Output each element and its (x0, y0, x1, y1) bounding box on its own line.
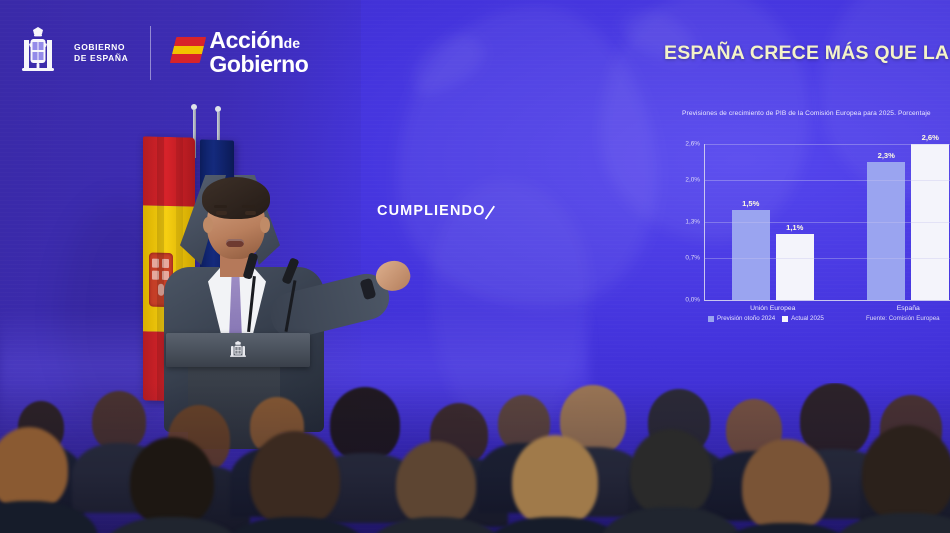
slide-headline: ESPAÑA CRECE MÁS QUE LA UE (664, 42, 950, 64)
campaign-line-1-small: de (283, 35, 301, 52)
chart-gridline (705, 144, 950, 145)
flagpole-finial-eu (215, 106, 221, 112)
chart-y-tick-label: 2,6% (685, 140, 700, 148)
audience-head (330, 387, 400, 461)
campaign-logo: Acciónde Gobierno (170, 27, 309, 77)
legend-swatch-actual-icon (782, 315, 789, 322)
chart-bar-group: 2,3% 2,6% España (841, 133, 950, 312)
audience-head (250, 431, 340, 527)
legend-item-1: Actual 2025 (782, 315, 824, 322)
legend-swatch-prevision-icon (708, 315, 714, 322)
flagpole-eu (217, 112, 220, 162)
chart-bar-value-label: 2,3% (877, 151, 895, 160)
chart-bar-group: 1,5% 1,1% Unión Europea (705, 144, 841, 312)
chart-bar-value-label: 1,1% (786, 223, 804, 232)
spain-flag-mark-icon (170, 37, 207, 63)
chart-bar (911, 144, 950, 300)
bull-silhouette-shape-secondary (600, 0, 810, 240)
government-line-2: DE ESPAÑA (74, 53, 129, 63)
audience (0, 383, 950, 533)
branding-bar: GOBIERNO DE ESPAÑA Acciónde Gobierno (18, 24, 309, 82)
campaign-slogan: CUMPLIENDO (377, 203, 488, 219)
check-icon (475, 205, 488, 218)
chart-y-tick-label: 0,7% (685, 254, 700, 262)
audience-head (92, 391, 146, 451)
audience-head (742, 439, 830, 533)
campaign-line-1: Acción (209, 27, 284, 54)
branding-divider (150, 26, 152, 80)
chart-bar (775, 234, 814, 300)
flagpole-finial-spain (191, 104, 197, 110)
gdp-growth-chart: Previsiones de crecimiento de PIB de la … (676, 110, 950, 335)
chart-y-tick-label: 0,0% (685, 296, 700, 304)
audience-head (862, 425, 950, 523)
audience-shoulders (482, 517, 628, 533)
audience-shoulders (100, 517, 244, 533)
legend-item-0: Previsión otoño 2024 (708, 315, 775, 322)
flagpole-spain (193, 110, 196, 158)
speaker-tie (229, 275, 242, 339)
audience-shoulders (600, 507, 742, 533)
legend-label-1: Actual 2025 (791, 315, 824, 322)
audience-shoulders (832, 513, 950, 533)
campaign-line-2: Gobierno (209, 51, 309, 77)
lectern-coat-of-arms-icon (228, 340, 248, 360)
audience-head (396, 441, 476, 527)
audience-head (0, 427, 68, 511)
speaker-hair (202, 177, 270, 219)
chart-bars: 1,5% 1,1% Unión Europea 2,3% 2,6% España (705, 133, 950, 312)
coat-of-arms-icon (18, 24, 58, 82)
government-wordmark: GOBIERNO DE ESPAÑA (74, 42, 128, 64)
campaign-slogan-text: CUMPLIENDO (377, 203, 486, 219)
audience-shoulders (712, 523, 860, 533)
speaker-ear-left (203, 217, 213, 233)
audience-head (512, 435, 598, 527)
audience-head (130, 437, 214, 527)
audience-head (630, 429, 712, 517)
chart-y-tick-label: 2,0% (685, 176, 700, 184)
chart-source: Fuente: Comisión Europea (866, 315, 940, 322)
audience-shoulders (0, 501, 98, 533)
chart-bar (867, 162, 906, 300)
speaker-eyes (216, 211, 256, 216)
government-line-1: GOBIERNO (74, 42, 126, 53)
chart-x-tick-label: Unión Europea (750, 305, 796, 312)
chart-gridline (705, 180, 950, 181)
chart-legend: Previsión otoño 2024 Actual 2025 (708, 315, 824, 322)
lectern-panel (166, 333, 310, 367)
chart-gridline (705, 258, 950, 259)
speaker-brow-left (214, 205, 227, 208)
chart-bar-value-label: 1,5% (742, 199, 760, 208)
legend-label-0: Previsión otoño 2024 (717, 315, 776, 322)
audience-shoulders (366, 517, 506, 533)
chart-bar (731, 210, 770, 300)
chart-bar-value-label: 2,6% (921, 133, 939, 142)
speaker-brow-right (242, 205, 255, 208)
chart-gridline (705, 222, 950, 223)
chart-x-tick-label: España (896, 305, 920, 312)
chart-y-tick-label: 1,3% (685, 218, 700, 226)
speaker-ear-right (260, 217, 270, 233)
chart-plot-area: 1,5% 1,1% Unión Europea 2,3% 2,6% España 0,0%… (685, 133, 950, 312)
audience-head (800, 383, 870, 457)
chart-title: Previsiones de crecimiento de PIB de la … (682, 110, 931, 117)
audience-shoulders (220, 517, 370, 533)
speaker-mouth (226, 239, 244, 247)
